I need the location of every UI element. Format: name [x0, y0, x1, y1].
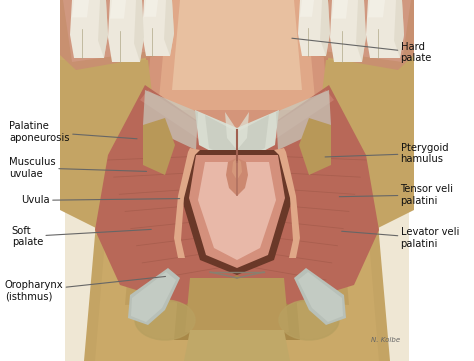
- Text: N. Kolbe: N. Kolbe: [371, 337, 400, 343]
- Text: Hard
palate: Hard palate: [292, 38, 432, 63]
- Polygon shape: [60, 60, 165, 230]
- Polygon shape: [144, 0, 158, 17]
- Polygon shape: [298, 272, 343, 322]
- Polygon shape: [143, 118, 175, 175]
- Polygon shape: [316, 50, 414, 200]
- Polygon shape: [300, 0, 314, 17]
- Text: Levator veli
palatini: Levator veli palatini: [342, 227, 459, 249]
- Polygon shape: [356, 0, 366, 62]
- Polygon shape: [276, 90, 331, 150]
- Text: Pterygoid
hamulus: Pterygoid hamulus: [325, 143, 448, 164]
- Polygon shape: [299, 118, 331, 175]
- Polygon shape: [142, 0, 174, 56]
- Polygon shape: [131, 272, 176, 322]
- Polygon shape: [320, 0, 330, 56]
- Polygon shape: [95, 85, 237, 305]
- Polygon shape: [70, 0, 108, 58]
- Polygon shape: [189, 155, 285, 268]
- Polygon shape: [84, 235, 390, 361]
- Polygon shape: [226, 158, 248, 196]
- Text: Tensor veli
palatini: Tensor veli palatini: [339, 184, 454, 206]
- Ellipse shape: [279, 300, 339, 340]
- Polygon shape: [0, 0, 65, 361]
- Text: Soft
palate: Soft palate: [12, 226, 151, 247]
- Polygon shape: [259, 245, 349, 305]
- Polygon shape: [368, 0, 385, 17]
- Polygon shape: [95, 240, 379, 361]
- Polygon shape: [366, 0, 404, 58]
- Polygon shape: [164, 0, 174, 56]
- Polygon shape: [409, 0, 474, 361]
- Polygon shape: [110, 0, 126, 19]
- Polygon shape: [274, 148, 300, 258]
- Polygon shape: [143, 90, 198, 150]
- Polygon shape: [172, 0, 302, 90]
- Polygon shape: [205, 115, 269, 162]
- Polygon shape: [185, 278, 289, 332]
- Polygon shape: [198, 162, 276, 260]
- Polygon shape: [184, 330, 290, 361]
- Polygon shape: [232, 158, 242, 180]
- Polygon shape: [174, 148, 200, 258]
- Polygon shape: [174, 270, 300, 340]
- Polygon shape: [182, 150, 292, 275]
- Polygon shape: [394, 0, 404, 58]
- Polygon shape: [332, 0, 348, 19]
- Polygon shape: [140, 90, 237, 160]
- Polygon shape: [34, 40, 440, 361]
- Polygon shape: [195, 110, 279, 165]
- Polygon shape: [379, 0, 409, 361]
- Polygon shape: [309, 60, 414, 230]
- Polygon shape: [60, 0, 162, 70]
- Polygon shape: [84, 200, 390, 361]
- Polygon shape: [237, 85, 379, 305]
- Polygon shape: [108, 0, 144, 62]
- Polygon shape: [65, 0, 95, 361]
- Text: Oropharynx
(isthmus): Oropharynx (isthmus): [5, 277, 165, 301]
- Polygon shape: [298, 0, 330, 56]
- Text: Palatine
aponeurosis: Palatine aponeurosis: [9, 121, 137, 143]
- Text: Uvula: Uvula: [21, 195, 180, 205]
- Polygon shape: [74, 0, 400, 160]
- Polygon shape: [60, 50, 158, 200]
- Polygon shape: [294, 268, 346, 325]
- Polygon shape: [128, 268, 180, 325]
- Polygon shape: [237, 90, 334, 160]
- Polygon shape: [134, 0, 144, 62]
- Polygon shape: [125, 245, 215, 305]
- Polygon shape: [144, 0, 330, 130]
- Text: Musculus
uvulae: Musculus uvulae: [9, 157, 146, 179]
- Polygon shape: [330, 0, 366, 62]
- Polygon shape: [0, 50, 474, 361]
- Polygon shape: [316, 0, 411, 62]
- Polygon shape: [72, 0, 89, 17]
- Polygon shape: [63, 0, 158, 62]
- Polygon shape: [98, 0, 108, 58]
- Polygon shape: [312, 0, 414, 70]
- Ellipse shape: [135, 300, 195, 340]
- Polygon shape: [225, 112, 249, 150]
- Polygon shape: [158, 0, 316, 110]
